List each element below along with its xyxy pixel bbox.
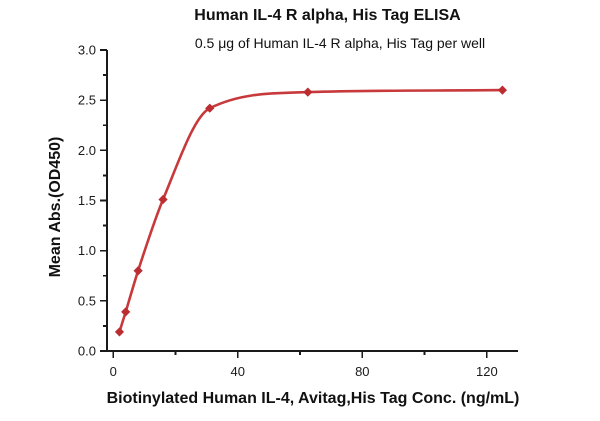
y-tick-label: 1.0 — [78, 243, 96, 258]
y-tick-label: 0.5 — [78, 293, 96, 308]
x-tick-label: 120 — [476, 364, 498, 379]
x-tick-label: 0 — [110, 364, 117, 379]
y-tick-label: 0.0 — [78, 344, 96, 359]
data-point-marker — [303, 87, 313, 97]
tick-labels: 0 40 80 120 0.0 0.5 1.0 1.5 2.0 2.5 3.0 — [78, 43, 498, 380]
fit-curve — [118, 88, 504, 334]
data-point-marker — [497, 85, 508, 95]
data-point-marker — [114, 327, 125, 337]
x-axis-label: Biotinylated Human IL-4, Avitag,His Tag … — [106, 390, 520, 407]
axes — [106, 50, 518, 352]
data-point-marker — [205, 103, 215, 113]
y-tick-label: 2.0 — [78, 143, 96, 158]
y-tick-label: 2.5 — [78, 93, 96, 108]
y-axis-label: Mean Abs.(OD450) — [47, 136, 64, 278]
chart-title: Human IL-4 R alpha, His Tag ELISA — [194, 7, 461, 24]
y-tick-label: 1.5 — [78, 193, 96, 208]
data-point-marker — [133, 266, 143, 276]
data-point-markers — [114, 85, 508, 337]
x-tick-label: 80 — [355, 364, 369, 379]
chart-subtitle: 0.5 μg of Human IL-4 R alpha, His Tag pe… — [194, 35, 486, 51]
data-point-marker — [121, 307, 131, 317]
y-tick-label: 3.0 — [78, 43, 96, 58]
tick-marks — [100, 49, 488, 358]
data-point-marker — [158, 194, 168, 205]
x-tick-label: 40 — [231, 364, 245, 379]
